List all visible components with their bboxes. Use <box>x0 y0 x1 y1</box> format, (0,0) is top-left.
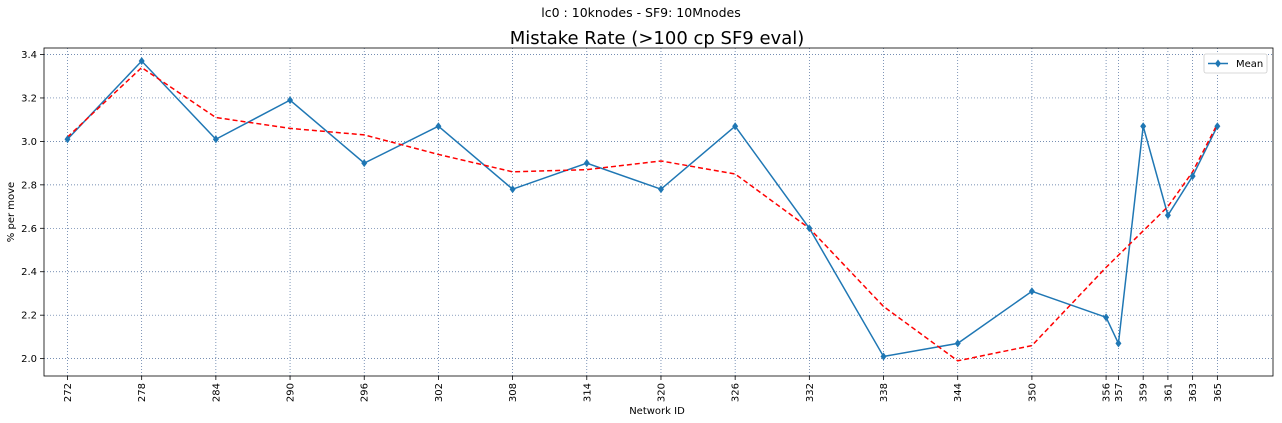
y-tick-label: 2.2 <box>21 311 37 322</box>
data-point-marker <box>1164 211 1171 220</box>
y-tick-label: 3.0 <box>21 137 37 148</box>
data-point-marker <box>509 185 516 194</box>
x-tick-label: 308 <box>508 383 519 402</box>
data-point-marker <box>880 352 887 361</box>
x-tick-label: 320 <box>656 383 667 402</box>
x-tick-label: 361 <box>1163 383 1174 402</box>
y-tick-label: 3.2 <box>21 93 37 104</box>
data-point-marker <box>212 135 219 144</box>
legend-label-mean: Mean <box>1236 59 1263 70</box>
x-axis-ticks: 272 278 284 290 296 302 308 314 320 326 332 338 344 3… <box>63 376 1224 402</box>
y-axis-label: % per move <box>6 182 17 242</box>
x-tick-label: 332 <box>805 383 816 402</box>
x-axis-label: Network ID <box>629 406 685 417</box>
x-tick-label: 290 <box>286 383 297 402</box>
data-point-marker <box>1115 339 1122 348</box>
x-tick-label: 278 <box>137 383 148 402</box>
data-point-marker <box>1103 313 1110 322</box>
y-tick-label: 2.0 <box>21 354 37 365</box>
x-tick-label: 363 <box>1188 383 1199 402</box>
data-point-marker <box>583 159 590 168</box>
x-tick-label: 356 <box>1102 383 1113 402</box>
data-point-marker <box>1214 122 1221 131</box>
y-tick-label: 2.8 <box>21 180 37 191</box>
x-tick-label: 272 <box>63 383 74 402</box>
data-point-marker <box>287 96 294 105</box>
x-tick-label: 302 <box>434 383 445 402</box>
x-tick-label: 365 <box>1213 383 1224 402</box>
x-tick-label: 357 <box>1114 383 1125 402</box>
legend-marker-mean <box>1215 59 1221 68</box>
x-tick-label: 296 <box>360 383 371 402</box>
x-tick-label: 338 <box>879 383 890 402</box>
data-point-marker <box>435 122 442 131</box>
data-point-marker <box>732 122 739 131</box>
legend: Mean <box>1203 53 1268 74</box>
data-point-marker <box>1189 172 1196 181</box>
chart-title: Mistake Rate (>100 cp SF9 eval) <box>510 28 805 49</box>
data-point-marker <box>64 135 71 144</box>
y-tick-label: 2.4 <box>21 267 37 278</box>
chart-suptitle: lc0 : 10knodes - SF9: 10Mnodes <box>541 5 740 20</box>
y-tick-label: 3.4 <box>21 50 37 61</box>
x-tick-label: 284 <box>211 383 222 402</box>
y-axis-ticks: 2.0 2.2 2.4 2.6 2.8 3.0 3.2 3.4 <box>21 50 44 365</box>
x-tick-label: 344 <box>953 383 964 402</box>
plot-frame <box>43 47 1274 377</box>
data-point-marker <box>657 185 664 194</box>
x-tick-label: 350 <box>1027 383 1038 402</box>
legend-box <box>1203 53 1268 74</box>
series-line-trend <box>66 66 1219 362</box>
grid-lines <box>44 48 1273 376</box>
y-tick-label: 2.6 <box>21 224 37 235</box>
x-tick-label: 314 <box>582 383 593 402</box>
series-markers <box>64 57 1221 361</box>
series-lines <box>66 59 1219 362</box>
data-point-marker <box>1028 287 1035 296</box>
data-point-marker <box>361 159 368 168</box>
data-point-marker <box>806 224 813 233</box>
series-line-mean <box>66 59 1219 358</box>
data-point-marker <box>954 339 961 348</box>
data-point-marker <box>138 57 145 66</box>
x-tick-label: 359 <box>1139 383 1150 402</box>
data-point-marker <box>1140 122 1147 131</box>
x-tick-label: 326 <box>731 383 742 402</box>
